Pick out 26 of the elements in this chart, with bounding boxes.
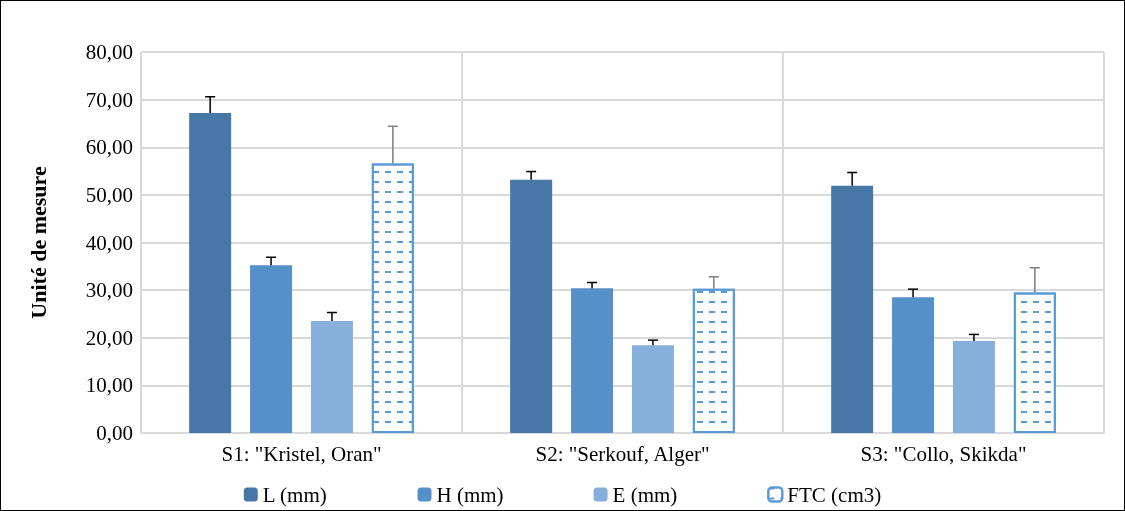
y-tick-label: 30,00: [85, 278, 133, 303]
bar: [571, 288, 614, 433]
bar: [892, 297, 935, 433]
bar: [952, 341, 995, 433]
legend-label: E (mm): [612, 482, 678, 507]
y-tick-label: 10,00: [85, 373, 133, 398]
y-axis-title: Unité de mesure: [25, 166, 51, 319]
legend-label: L (mm): [262, 482, 327, 507]
x-tick-label: S2: "Serkouf, Alger": [535, 441, 710, 466]
x-tick-label: S1: "Kristel, Oran": [221, 441, 382, 466]
y-tick-label: 60,00: [85, 135, 133, 160]
bar: [310, 321, 353, 433]
y-tick-label: 20,00: [85, 325, 133, 350]
y-tick-label: 50,00: [85, 182, 133, 207]
bar: [189, 112, 232, 433]
bar: [510, 179, 553, 433]
legend-label: H (mm): [436, 482, 504, 507]
y-tick-label: 70,00: [85, 87, 133, 112]
legend-label: FTC (cm3): [787, 482, 882, 507]
y-tick-label: 80,00: [85, 40, 133, 64]
bar: [831, 185, 874, 433]
y-tick-label: 40,00: [85, 230, 133, 255]
y-tick-label: 0,00: [96, 421, 133, 445]
x-tick-label: S3: "Collo, Skikda": [860, 441, 1027, 466]
bar: [631, 345, 674, 433]
bar: [250, 265, 293, 433]
